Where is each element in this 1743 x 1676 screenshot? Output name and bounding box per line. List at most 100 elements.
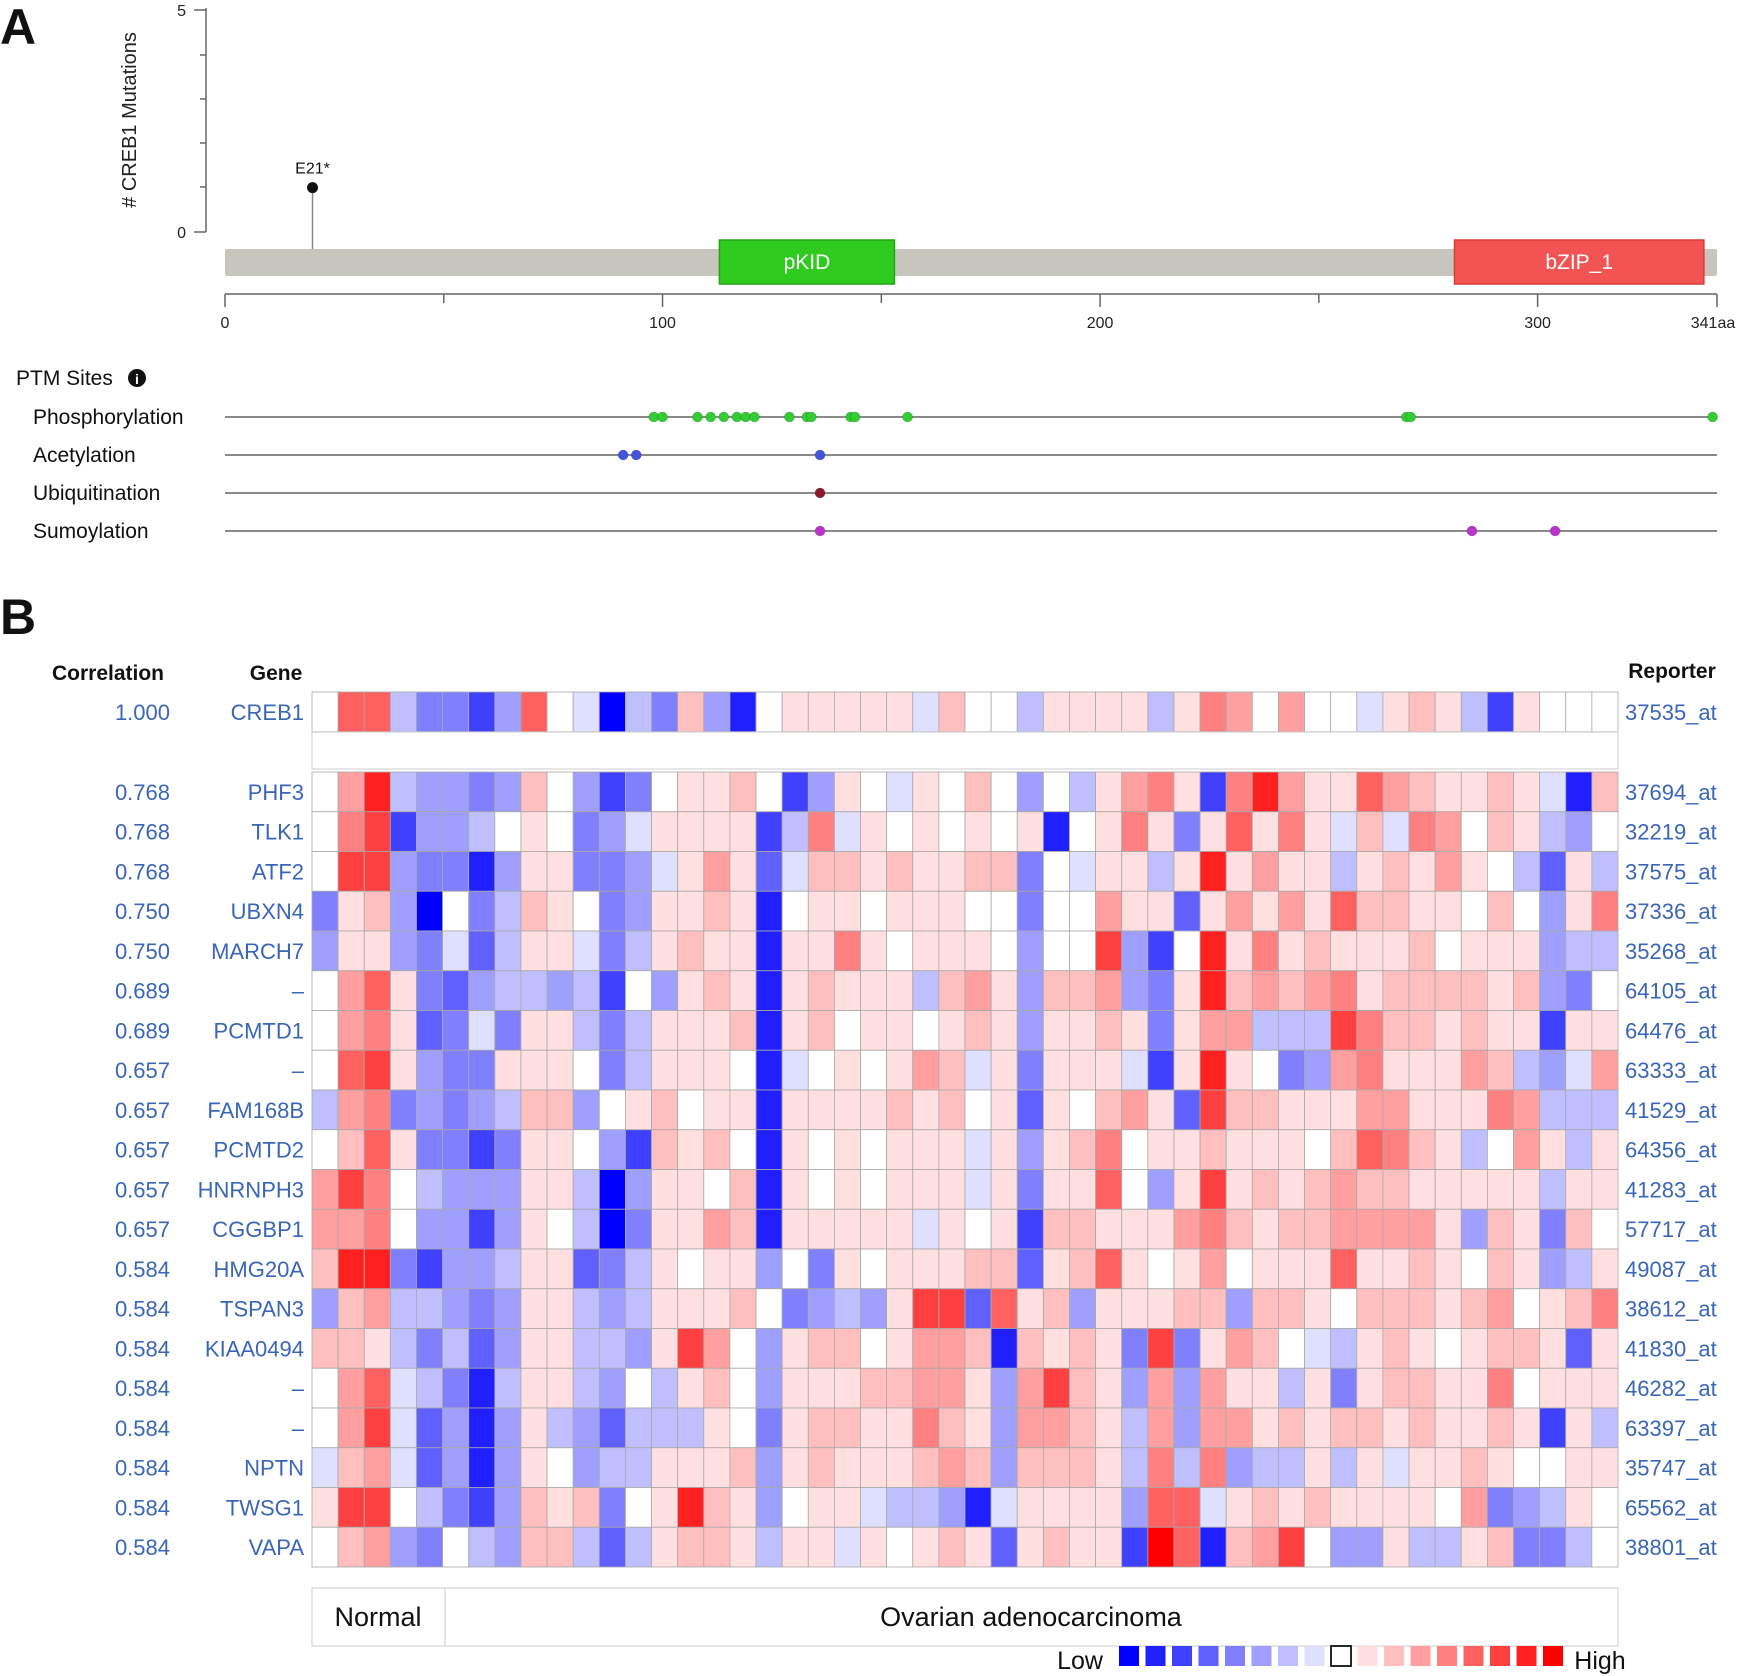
heatmap-cell [468, 1208, 496, 1250]
heatmap-cell [520, 970, 548, 1011]
ptm-site-phosphorylation [692, 411, 703, 423]
heatmap-cell [1434, 1526, 1462, 1568]
heatmap-cell [1278, 1288, 1305, 1329]
heatmap-cell [1382, 1169, 1410, 1210]
ptm-site-acetylation [814, 449, 826, 461]
heatmap-cell [807, 1248, 835, 1290]
heatmap-cell [494, 691, 522, 733]
heatmap-cell [1225, 1129, 1253, 1170]
heatmap-cell [651, 1407, 679, 1449]
heatmap-cell [337, 1169, 365, 1210]
heatmap-cell [677, 771, 705, 813]
heatmap-cell [1487, 1407, 1514, 1449]
heatmap-cell [1330, 930, 1358, 972]
heatmap-cell [1591, 771, 1619, 813]
heatmap-cell [1278, 1447, 1305, 1488]
heatmap-cell [572, 1487, 600, 1528]
heatmap-cell [886, 970, 914, 1011]
heatmap-cell [494, 1208, 522, 1250]
heatmap-cell [520, 851, 548, 892]
heatmap-cell [729, 1089, 757, 1131]
row-gene: PCMTD1 [214, 1018, 304, 1043]
heatmap-cell [1173, 890, 1201, 932]
heatmap-cell [598, 890, 626, 932]
heatmap-cell [834, 1487, 861, 1528]
heatmap-cell [1356, 1447, 1384, 1488]
heatmap-cell [598, 1487, 626, 1528]
heatmap-cell [468, 890, 496, 932]
heatmap-cell [781, 771, 809, 813]
heatmap-cell [1304, 1328, 1332, 1369]
heatmap-cell [938, 1169, 966, 1210]
heatmap-cell [755, 811, 783, 852]
heatmap-cell [938, 811, 966, 852]
info-icon[interactable]: i [128, 369, 146, 387]
heatmap-cell [1330, 1129, 1358, 1170]
heatmap-cell [1173, 1328, 1201, 1369]
heatmap-cell [1487, 851, 1514, 892]
heatmap-cell [729, 851, 757, 892]
heatmap-cell [1356, 1010, 1384, 1051]
panel-a-lollipop-plot: A # CREB1 Mutations 5 0 pKID bZIP_1 E21* … [0, 0, 1735, 543]
heatmap-cell [1460, 890, 1488, 932]
heatmap-cell [1121, 691, 1149, 733]
heatmap-cell [494, 1447, 522, 1488]
heatmap-cell [1278, 1129, 1305, 1170]
heatmap-cell [598, 970, 626, 1011]
heatmap-cell [1251, 691, 1279, 733]
heatmap-cell [1382, 1288, 1410, 1329]
heatmap-cell [1199, 1049, 1227, 1091]
heatmap-cell [389, 1328, 417, 1369]
heatmap-cell [990, 1526, 1018, 1568]
heatmap-cell [442, 1407, 470, 1449]
heatmap-cell [520, 930, 548, 972]
ptm-site-sumoylation [1466, 525, 1478, 537]
heatmap-cell [572, 811, 600, 852]
heatmap-cell [625, 1487, 652, 1528]
heatmap-cell [807, 1328, 835, 1369]
heatmap-cell [1539, 1129, 1567, 1170]
legend-high-label: High [1574, 1647, 1625, 1675]
heatmap-cell [1460, 930, 1488, 972]
heatmap-cell [964, 1407, 992, 1449]
heatmap-cell [1147, 771, 1175, 813]
heatmap-cell [755, 1248, 783, 1290]
heatmap-cell [546, 970, 574, 1011]
heatmap-cell [1121, 1367, 1149, 1409]
heatmap-cell [1330, 1407, 1358, 1449]
heatmap-cell [755, 1487, 783, 1528]
heatmap-cell [1121, 1169, 1149, 1210]
legend-swatch [1251, 1646, 1272, 1666]
heatmap-cell [834, 811, 861, 852]
heatmap-cell [1487, 1328, 1514, 1369]
heatmap-cell [572, 1010, 600, 1051]
heatmap-cell [1434, 811, 1462, 852]
heatmap-cell [1069, 1049, 1096, 1091]
heatmap-cell [729, 1010, 757, 1051]
heatmap-cell [912, 1208, 940, 1250]
heatmap-cell [781, 970, 809, 1011]
heatmap-cell [990, 1049, 1018, 1091]
heatmap-cell [520, 1208, 548, 1250]
row-reporter: 57717_at [1625, 1217, 1717, 1242]
heatmap-cell [520, 1288, 548, 1329]
heatmap-cell [1487, 1169, 1514, 1210]
heatmap-cell [807, 811, 835, 852]
heatmap-cell [1408, 1487, 1436, 1528]
heatmap-cell [1539, 1487, 1567, 1528]
heatmap-cell [598, 1526, 626, 1568]
row-gene: TLK1 [251, 820, 304, 845]
heatmap-cell [1173, 851, 1201, 892]
heatmap-cell [1304, 1169, 1332, 1210]
heatmap-cell [781, 1526, 809, 1568]
heatmap-cell [363, 1288, 391, 1329]
heatmap-cell [651, 1288, 679, 1329]
info-icon-circle [128, 369, 146, 387]
heatmap-cell [1042, 1367, 1070, 1409]
heatmap-cell [598, 1328, 626, 1369]
heatmap-cell [1356, 1288, 1384, 1329]
heatmap-cell [625, 691, 652, 733]
info-icon-glyph: i [135, 371, 139, 387]
heatmap-cell [468, 1328, 496, 1369]
heatmap-cell [1095, 1248, 1123, 1290]
